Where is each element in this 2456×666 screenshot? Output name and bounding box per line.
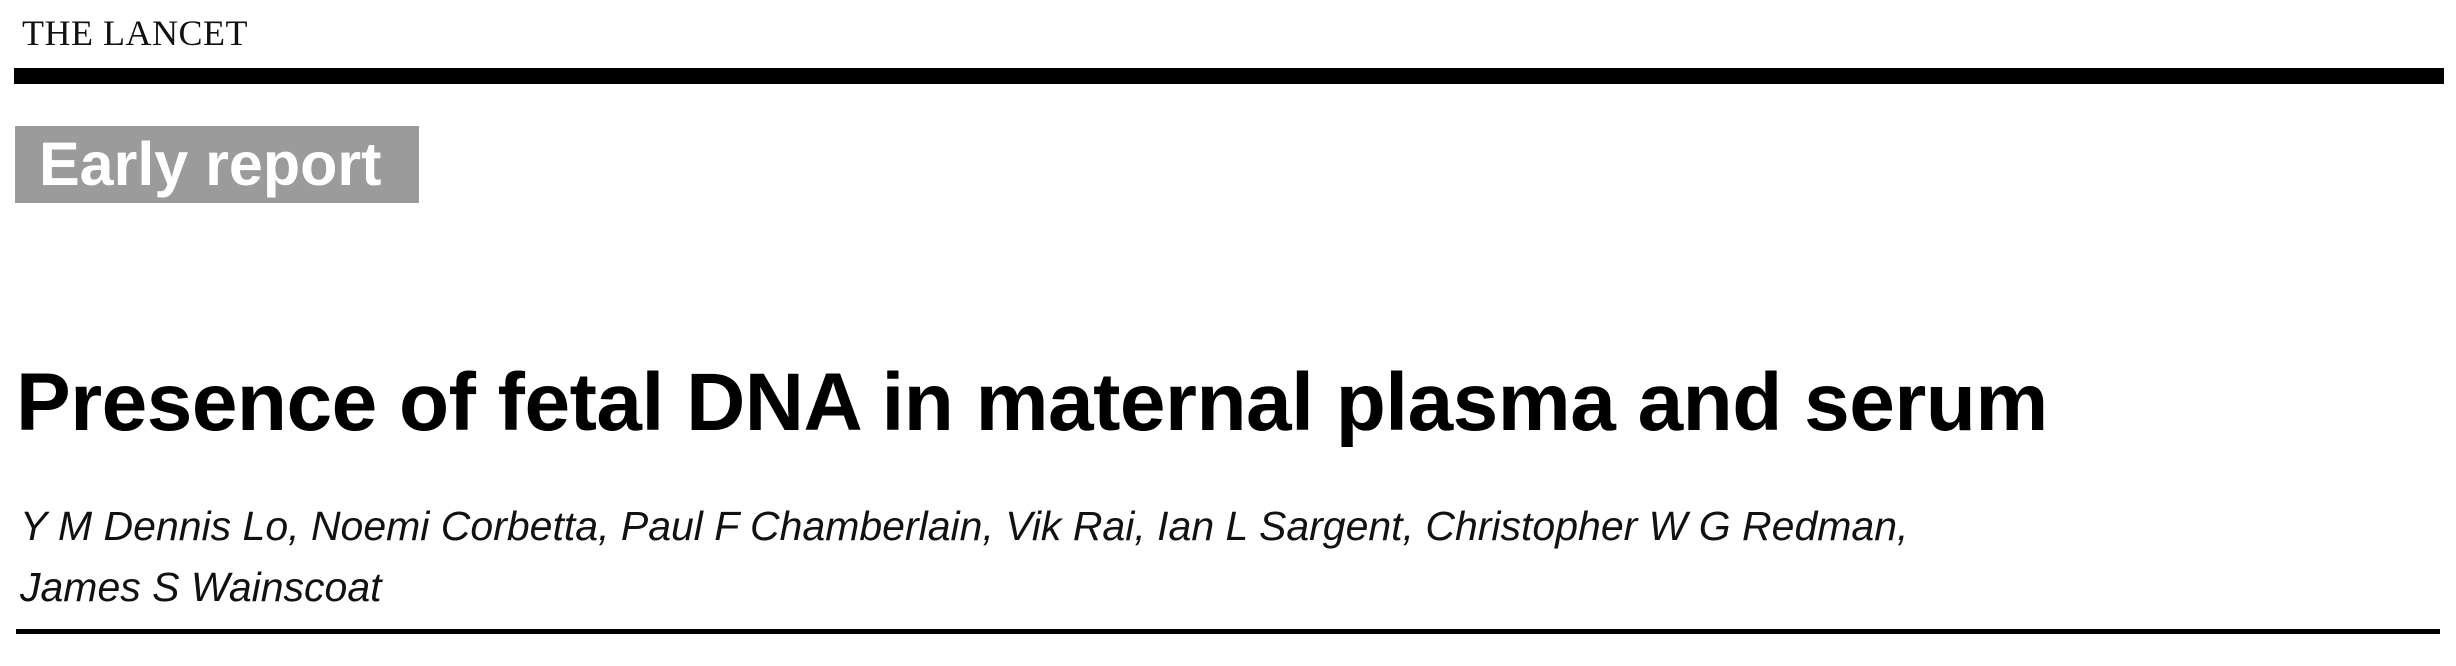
- top-divider: [14, 68, 2444, 84]
- author-line-1: Y M Dennis Lo, Noemi Corbetta, Paul F Ch…: [20, 503, 1909, 549]
- author-list: Y M Dennis Lo, Noemi Corbetta, Paul F Ch…: [20, 496, 2220, 618]
- author-line-2: James S Wainscoat: [20, 564, 382, 610]
- section-label: Early report: [15, 126, 419, 203]
- bottom-divider: [16, 629, 2440, 634]
- article-title: Presence of fetal DNA in maternal plasma…: [16, 356, 2048, 448]
- journal-name: THE LANCET: [22, 13, 248, 53]
